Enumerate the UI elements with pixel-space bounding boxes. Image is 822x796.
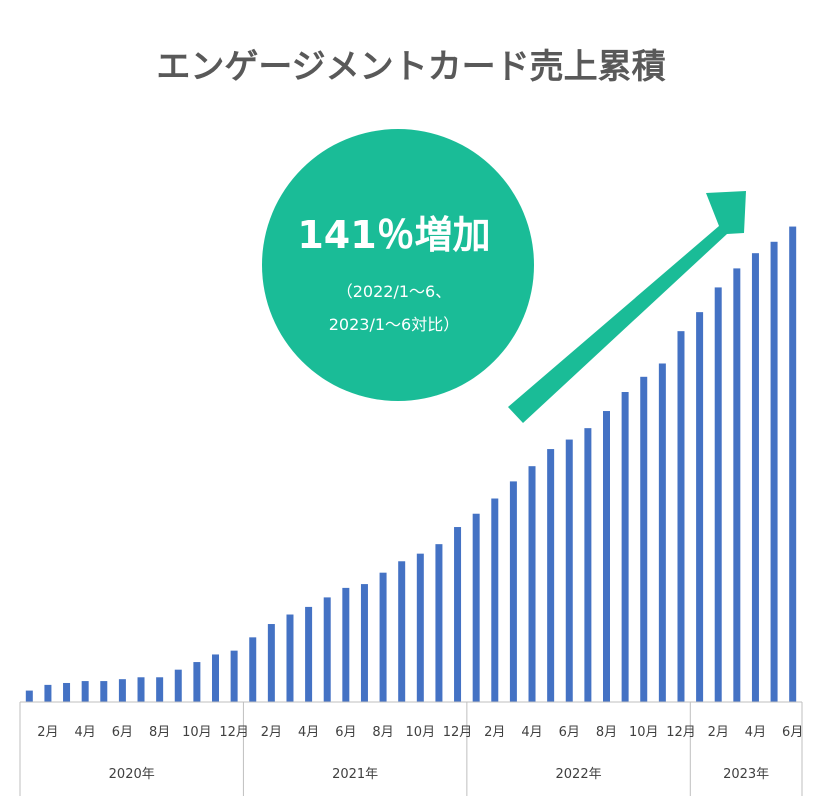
tick-label-2: 6月: [112, 725, 133, 740]
bar-2020-10: [193, 662, 201, 702]
badge-sub-line2: 2023/1〜6対比）: [329, 315, 459, 334]
tick-label-13: 4月: [521, 725, 542, 740]
bar-2021-07: [360, 584, 368, 702]
bar-2021-05: [323, 597, 331, 702]
bar-2023-05: [770, 241, 778, 702]
tick-label-18: 2月: [708, 725, 729, 740]
bar-2022-11: [658, 363, 666, 702]
tick-label-10: 10月: [406, 725, 436, 740]
badge-circle: [262, 129, 534, 401]
growth-badge: 141％増加 （2022/1〜6、 2023/1〜6対比）: [262, 129, 534, 401]
year-label-0: 2020年: [109, 767, 155, 782]
bar-2020-02: [44, 684, 52, 702]
bar-2022-08: [603, 411, 610, 702]
year-label-1: 2021年: [332, 767, 378, 782]
bar-2021-11: [435, 544, 443, 702]
bar-2021-08: [379, 572, 387, 702]
tick-label-20: 6月: [782, 725, 803, 740]
tick-label-15: 8月: [596, 725, 617, 740]
tick-label-14: 6月: [559, 725, 580, 740]
bar-2020-01: [25, 690, 33, 702]
bar-2020-11: [212, 654, 219, 702]
bar-2022-07: [584, 428, 592, 702]
bar-2023-04: [751, 253, 759, 702]
tick-label-1: 4月: [75, 725, 96, 740]
bar-2022-09: [621, 392, 629, 702]
bar-2023-03: [733, 268, 741, 702]
bar-2022-06: [565, 439, 573, 702]
bar-2021-03: [286, 614, 294, 702]
trend-arrow-icon: [508, 191, 746, 423]
tick-label-5: 12月: [219, 725, 249, 740]
badge-sub-line1: （2022/1〜6、: [337, 282, 451, 301]
tick-label-11: 12月: [443, 725, 473, 740]
tick-label-16: 10月: [629, 725, 659, 740]
chart-title: エンゲージメントカード売上累積: [156, 47, 665, 87]
tick-label-9: 8月: [372, 725, 393, 740]
category-axis: 2020年 2021年 2022年 2023年 2月 4月 6月 8月 10月 12月 2月 4月 6月…: [19, 701, 803, 796]
year-label-2: 2022年: [556, 767, 602, 782]
year-label-3: 2023年: [723, 767, 769, 782]
bar-2022-03: [509, 481, 517, 702]
bar-2022-04: [528, 466, 536, 702]
tick-label-19: 4月: [745, 725, 766, 740]
bar-2020-09: [174, 669, 182, 702]
bar-2021-12: [454, 527, 462, 702]
bar-2023-02: [714, 287, 722, 702]
bar-2020-08: [156, 677, 164, 702]
tick-label-7: 4月: [298, 725, 319, 740]
bar-2020-04: [81, 681, 89, 702]
tick-label-8: 6月: [335, 725, 356, 740]
bar-2021-04: [305, 606, 313, 702]
bar-2020-06: [118, 679, 126, 702]
bar-2020-12: [230, 650, 238, 702]
bar-2020-07: [137, 677, 145, 702]
bars-group: [25, 226, 797, 702]
bar-2021-02: [267, 624, 275, 702]
tick-label-17: 12月: [666, 725, 696, 740]
bar-2020-03: [63, 682, 71, 702]
tick-label-4: 10月: [182, 725, 212, 740]
bar-2023-06: [789, 226, 797, 702]
tick-label-12: 2月: [484, 725, 505, 740]
bar-2022-10: [640, 376, 648, 702]
bar-2020-05: [100, 681, 108, 702]
bar-2021-10: [416, 553, 424, 702]
bar-2022-02: [491, 498, 499, 702]
tick-label-0: 2月: [37, 725, 58, 740]
bar-2022-01: [472, 513, 480, 702]
tick-label-6: 2月: [261, 725, 282, 740]
badge-main-text: 141％増加: [297, 213, 490, 257]
bar-2022-12: [677, 331, 685, 702]
bar-2022-05: [547, 449, 555, 702]
bar-2023-01: [696, 312, 704, 702]
bar-2021-09: [398, 561, 406, 702]
bar-2021-06: [342, 587, 350, 702]
bar-2021-01: [249, 637, 257, 702]
tick-label-3: 8月: [149, 725, 170, 740]
